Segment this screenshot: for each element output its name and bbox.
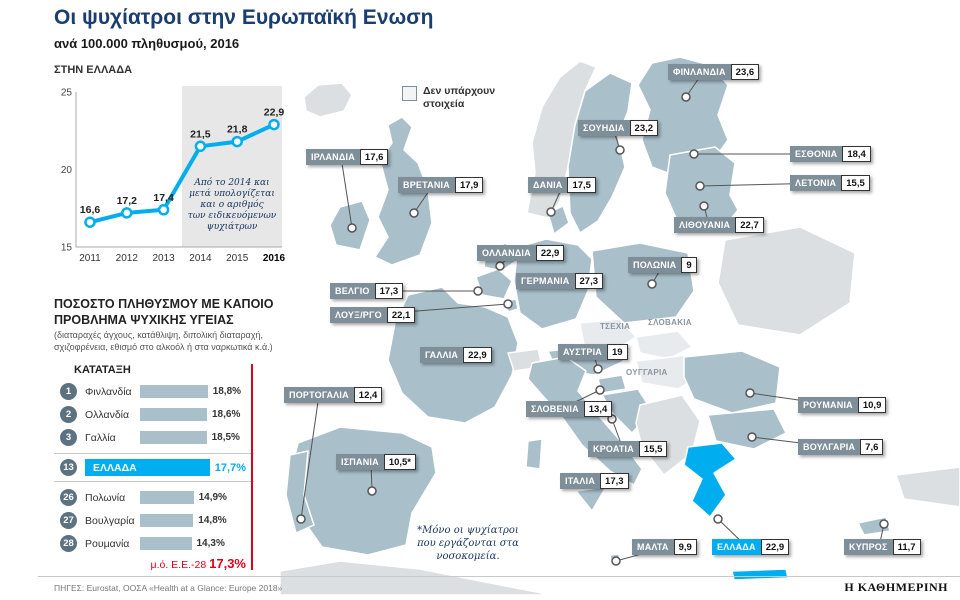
svg-text:των ειδικευόμενων: των ειδικευόμενων: [188, 210, 277, 221]
svg-text:2014: 2014: [189, 253, 212, 264]
country-france: [387, 286, 519, 424]
rank-country: Φινλανδία: [85, 385, 132, 398]
rank-country: Ρουμανία: [85, 537, 130, 550]
country-luxembourg: [505, 298, 519, 313]
rank-value: 14,9%: [198, 492, 227, 503]
rank-value: 18,6%: [212, 409, 241, 420]
rank-badge: 13: [60, 459, 77, 476]
svg-text:2012: 2012: [116, 253, 139, 264]
svg-text:22,9: 22,9: [264, 107, 285, 119]
rank-value: 17,7%: [214, 461, 246, 474]
svg-text:16,6: 16,6: [80, 204, 101, 216]
rank-bar: [140, 385, 208, 398]
rank-badge: 28: [60, 535, 77, 552]
map-legend: Δεν υπάρχουν στοιχεία: [402, 85, 518, 111]
country-germany: [513, 238, 593, 330]
country-poland: [591, 242, 695, 324]
rank-bar: [140, 408, 207, 421]
country-greece: [683, 442, 737, 518]
ranking-row-28: 28 Ρουμανία 14,3%: [54, 533, 254, 554]
rank-value: 18,5%: [211, 432, 240, 443]
ranking-row-26: 26 Πολωνία 14,9%: [54, 487, 254, 508]
country-netherlands: [483, 242, 517, 272]
svg-text:2015: 2015: [226, 253, 249, 264]
svg-text:20: 20: [61, 165, 73, 176]
region-east: [717, 226, 856, 336]
ranking-list: 1 Φινλανδία 18,8% 2 Ολλανδία 18,6% 3 Γαλλία 18,5…: [54, 381, 254, 556]
line-chart-title: ΣΤΗΝ ΕΛΛΑΔΑ: [54, 64, 133, 76]
ranking-row-2: 2 Ολλανδία 18,6%: [54, 404, 254, 425]
svg-text:25: 25: [61, 88, 73, 99]
legend-text: Δεν υπάρχουν στοιχεία: [423, 85, 496, 111]
country-iceland: [303, 82, 353, 118]
ranking-row-1: 1 Φινλανδία 18,8%: [54, 381, 254, 402]
rank-value: 18,8%: [212, 386, 242, 397]
ranking-row-13: 13 ΕΛΛΑΔΑ 17,7%: [54, 453, 254, 482]
map-footnote: *Μόνο οι ψυχίατροι που εργάζονται στα νο…: [417, 525, 519, 562]
svg-text:17,2: 17,2: [117, 195, 138, 207]
rank-value: 14,8%: [198, 515, 227, 526]
svg-text:21,5: 21,5: [190, 128, 211, 140]
country-belgium: [475, 268, 513, 300]
sources: ΠΗΓΕΣ: Eurostat, ΟΟΣΑ «Health at a Glanc…: [54, 583, 283, 593]
island-crete: [731, 568, 789, 581]
country-ireland: [329, 200, 371, 251]
country-romania: [683, 350, 781, 414]
island-sicily: [575, 486, 607, 512]
europe-map: [280, 56, 960, 595]
region-north-africa: [280, 560, 543, 595]
svg-text:2016: 2016: [263, 253, 286, 264]
ranking-row-27: 27 Βουλγαρία 14,8%: [54, 510, 254, 531]
svg-text:2011: 2011: [79, 253, 101, 264]
brand-logo: Η ΚΑΘΗΜΕΡΙΝΗ: [844, 580, 948, 594]
eu-average-value: 17,3%: [209, 556, 246, 571]
rank-bar: [140, 491, 194, 504]
rank-badge: 27: [60, 512, 77, 529]
ranking-row-3: 3 Γαλλία 18,5%: [54, 427, 254, 448]
country-sweden: [567, 72, 633, 234]
rank-country: Ολλανδία: [85, 408, 130, 421]
ranking-header: ΚΑΤΑΤΑΞΗ: [74, 364, 131, 376]
rank-country: Πολωνία: [85, 491, 126, 504]
svg-text:15: 15: [61, 243, 73, 254]
rank-badge: 3: [60, 429, 77, 446]
svg-text:21,8: 21,8: [227, 124, 248, 136]
country-slovakia: [635, 330, 693, 360]
rank-badge: 26: [60, 489, 77, 506]
eu-average-label: μ.ό. Ε.Ε.-28 17,3%: [100, 556, 246, 571]
svg-text:Από το 2014 και: Από το 2014 και: [193, 177, 269, 188]
no-data-swatch: [402, 86, 417, 101]
page-title: Οι ψυχίατροι στην Ευρωπαϊκή Ενωση: [54, 6, 434, 29]
region-baltics: [664, 146, 739, 234]
rank-badge: 2: [60, 406, 77, 423]
island-malta: [609, 553, 621, 564]
ranking-section-subtitle: (διαταραχές άγχους, κατάθλιψη, διπολική …: [54, 330, 273, 352]
eu-average-line: [251, 364, 253, 570]
country-uk: [374, 116, 433, 266]
eu-average-text: μ.ό. Ε.Ε.-28: [150, 559, 207, 571]
region-turkey: [895, 466, 960, 508]
svg-text:μετά υπολογίζεται: μετά υπολογίζεται: [189, 188, 275, 199]
rank-badge: 1: [60, 383, 77, 400]
svg-text:και ο αριθμός: και ο αριθμός: [199, 199, 264, 210]
country-finland: [637, 56, 729, 178]
svg-text:ψυχιάτρων: ψυχιάτρων: [207, 221, 258, 232]
rank-country: Γαλλία: [85, 431, 116, 444]
rank-value: 14,3%: [196, 538, 225, 549]
svg-text:2013: 2013: [152, 253, 175, 264]
island-sardinia: [525, 438, 543, 470]
footer-divider: [38, 576, 960, 577]
rank-bar: [140, 514, 194, 527]
ranking-section-title: ΠΟΣΟΣΤΟ ΠΛΗΘΥΣΜΟΥ ΜΕ ΚΑΠΟΙΟ ΠΡΟΒΛΗΜΑ ΨΥΧ…: [54, 297, 274, 327]
svg-text:17,4: 17,4: [153, 192, 174, 204]
rank-bar: [140, 431, 207, 444]
country-cyprus: [857, 516, 891, 536]
rank-bar-highlight: ΕΛΛΑΔΑ: [85, 459, 210, 476]
page-subtitle: ανά 100.000 πληθυσμού, 2016: [54, 36, 240, 51]
rank-country: Βουλγαρία: [85, 514, 135, 527]
country-slovenia: [597, 374, 627, 394]
rank-bar: [140, 537, 192, 550]
